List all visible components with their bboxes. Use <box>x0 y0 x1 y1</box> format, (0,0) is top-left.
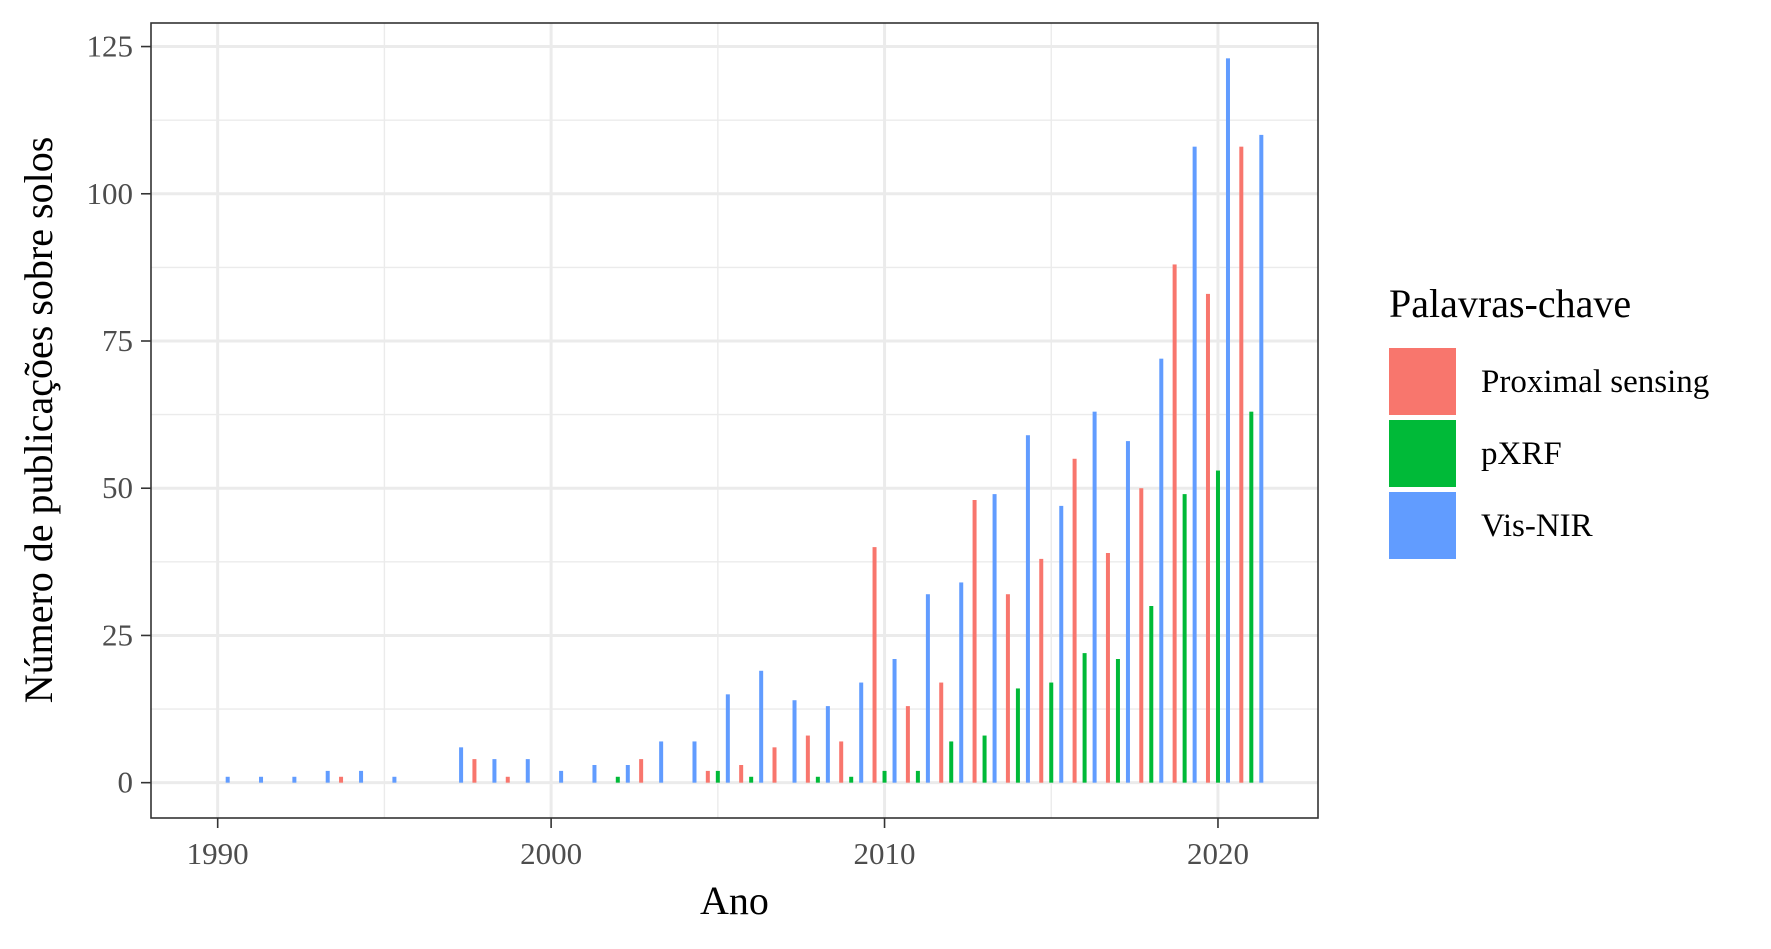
bar <box>1215 470 1220 783</box>
bar <box>959 582 964 783</box>
bar <box>1072 458 1077 783</box>
bar <box>1125 441 1130 783</box>
bar <box>715 770 720 783</box>
y-tick-label: 50 <box>102 470 133 505</box>
y-tick-label: 100 <box>87 176 134 211</box>
legend-items: Proximal sensing pXRF Vis-NIR <box>1389 348 1709 559</box>
bar <box>559 770 564 783</box>
bar <box>882 770 887 783</box>
bar <box>1105 553 1110 783</box>
plot-panel-border <box>150 22 1319 819</box>
bar <box>1172 264 1177 783</box>
bar <box>749 776 754 783</box>
bar <box>739 765 744 783</box>
x-axis-title: Ano <box>700 878 769 923</box>
bar <box>359 770 364 783</box>
y-axis-title: Número de publicações sobre solos <box>16 137 61 704</box>
bar <box>225 776 230 783</box>
bar <box>692 741 697 783</box>
bar <box>639 759 644 783</box>
legend-label: Vis-NIR <box>1481 508 1593 544</box>
bar <box>772 747 777 783</box>
bar <box>792 700 797 783</box>
x-tick-label: 1990 <box>187 836 249 871</box>
axes: 0 25 50 75 100 125 1990 2000 2010 2020 <box>87 29 1249 871</box>
legend: Palavras-chave Proximal sensing pXRF Vis-N… <box>1389 281 1709 559</box>
bar <box>839 741 844 783</box>
bar <box>592 765 597 783</box>
bar <box>915 770 920 783</box>
bar <box>1115 659 1120 783</box>
bar <box>1092 411 1097 783</box>
x-tick-label: 2000 <box>520 836 582 871</box>
grid-lines <box>151 23 1318 818</box>
bar <box>392 776 397 783</box>
bar <box>992 494 997 783</box>
bar <box>625 765 630 783</box>
bar <box>1239 146 1244 783</box>
bar <box>1082 653 1087 783</box>
bar <box>1049 682 1054 783</box>
bars <box>225 58 1264 783</box>
bar <box>905 706 910 783</box>
bar <box>339 776 344 783</box>
bar <box>1059 505 1064 783</box>
y-tick-label: 25 <box>102 617 133 652</box>
bar <box>1182 494 1187 783</box>
bar <box>925 594 930 783</box>
bar <box>1015 688 1020 783</box>
y-tick-label: 125 <box>87 29 134 64</box>
legend-key <box>1389 348 1456 415</box>
bar <box>825 706 830 783</box>
bar <box>1159 358 1164 783</box>
y-tick-label: 75 <box>102 323 133 358</box>
bar <box>805 735 810 783</box>
bar <box>705 770 710 783</box>
bar <box>859 682 864 783</box>
bar <box>325 770 330 783</box>
legend-label: pXRF <box>1481 436 1562 472</box>
bar <box>982 735 987 783</box>
bar <box>949 741 954 783</box>
bar <box>939 682 944 783</box>
bar <box>1005 594 1010 783</box>
bar <box>972 500 977 783</box>
x-tick-label: 2010 <box>854 836 916 871</box>
bar <box>259 776 264 783</box>
legend-key <box>1389 492 1456 559</box>
bar <box>1192 146 1197 783</box>
bar <box>1259 134 1264 783</box>
bar <box>1225 58 1230 783</box>
bar <box>459 747 464 783</box>
bar <box>292 776 297 783</box>
bar <box>759 670 764 783</box>
bar <box>892 659 897 783</box>
legend-key <box>1389 420 1456 487</box>
bar <box>1249 411 1254 783</box>
bar <box>1039 558 1044 783</box>
bar <box>525 759 530 783</box>
bar <box>505 776 510 783</box>
bar <box>1205 293 1210 783</box>
bar <box>472 759 477 783</box>
bar <box>725 694 730 783</box>
bar <box>815 776 820 783</box>
bar <box>659 741 664 783</box>
bar <box>492 759 497 783</box>
bar <box>615 776 620 783</box>
x-tick-label: 2020 <box>1187 836 1249 871</box>
bar <box>849 776 854 783</box>
y-tick-label: 0 <box>118 765 134 800</box>
legend-title: Palavras-chave <box>1389 281 1631 326</box>
bar <box>872 547 877 783</box>
legend-label: Proximal sensing <box>1481 364 1709 400</box>
bar <box>1139 488 1144 783</box>
bar <box>1025 435 1030 783</box>
bar <box>1149 606 1154 783</box>
